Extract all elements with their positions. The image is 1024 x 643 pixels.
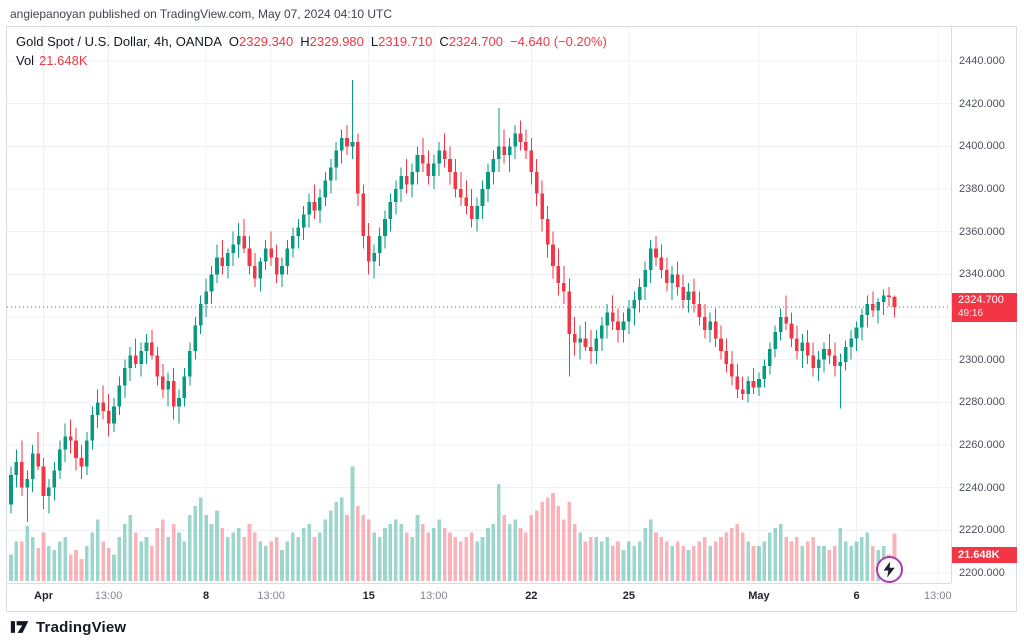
time-tick-label: 6 (853, 590, 860, 602)
symbol-legend: Gold Spot / U.S. Dollar, 4h, OANDA O2329.… (16, 34, 607, 68)
brand-name: TradingView (36, 618, 127, 636)
time-tick-label: 13:00 (419, 590, 448, 602)
price-tick-label: 2280.000 (959, 396, 1005, 409)
ohlc-close-value: 2324.700 (448, 34, 503, 49)
time-tick-label: 15 (362, 590, 375, 602)
volume-label: Vol (16, 53, 35, 68)
ohlc-low-value: 2319.710 (378, 34, 433, 49)
legend-row-volume: Vol 21.648K (16, 53, 607, 68)
price-axis[interactable]: 2324.700 49:16 21.648K 2440.000 2420.000 2… (951, 27, 1017, 583)
footer-brand[interactable]: TradingView (10, 617, 126, 637)
price-tick-label: 2380.000 (959, 183, 1005, 195)
ohlc-open-label: O (228, 34, 240, 49)
chart-plot[interactable] (7, 27, 951, 583)
time-tick-label: Apr (34, 590, 53, 602)
lightning-bolt-icon (883, 561, 895, 578)
price-tick-label: 2200.000 (959, 567, 1005, 579)
time-tick-label: May (748, 590, 770, 602)
volume-value: 21.648K (39, 53, 88, 68)
price-tick-label: 2260.000 (959, 439, 1005, 451)
price-tick-label: 2400.000 (959, 140, 1005, 153)
price-tick-label: 2440.000 (959, 55, 1005, 67)
time-tick-label: 25 (622, 590, 635, 602)
bar-countdown: 49:16 (958, 307, 984, 319)
time-tick-label: 22 (525, 590, 538, 602)
price-tick-label: 2300.000 (959, 353, 1005, 366)
last-price-value: 2324.700 (958, 293, 1004, 306)
legend-row-symbol: Gold Spot / U.S. Dollar, 4h, OANDA O2329.… (16, 34, 607, 49)
ohlc-high-value: 2329.980 (309, 34, 364, 49)
time-tick-label: 8 (203, 590, 210, 602)
price-tick-label: 2240.000 (959, 481, 1005, 494)
price-tick-label: 2420.000 (959, 97, 1005, 110)
price-tick-label: 2360.000 (959, 225, 1005, 238)
price-change: −4.640 (−0.20%) (510, 34, 607, 49)
tradingview-logo-icon (10, 621, 29, 633)
time-tick-label: 13:00 (257, 590, 285, 602)
ohlc-low-label: L (370, 34, 379, 49)
last-volume-badge: 21.648K (952, 547, 1017, 563)
time-tick-label: 13:00 (924, 590, 952, 602)
instant-trading-button[interactable] (876, 556, 903, 583)
plot-svg (7, 27, 951, 583)
time-axis[interactable]: Apr 13:00 8 13:00 15 13:00 22 25 May 6 13:00 (7, 583, 952, 611)
price-tick-label: 2340.000 (959, 268, 1005, 281)
attribution: angiepanoyan published on TradingView.co… (10, 7, 393, 21)
ohlc-high-label: H (300, 34, 310, 49)
last-price-badge: 2324.700 49:16 (952, 292, 1017, 322)
symbol-title[interactable]: Gold Spot / U.S. Dollar, 4h, OANDA (16, 34, 222, 49)
price-tick-label: 2220.000 (959, 524, 1005, 537)
ohlc-open-value: 2329.340 (239, 34, 294, 49)
chart-frame: Gold Spot / U.S. Dollar, 4h, OANDA O2329.… (6, 26, 1017, 612)
ohlc-close-label: C (439, 34, 449, 49)
time-tick-label: 13:00 (94, 590, 123, 602)
